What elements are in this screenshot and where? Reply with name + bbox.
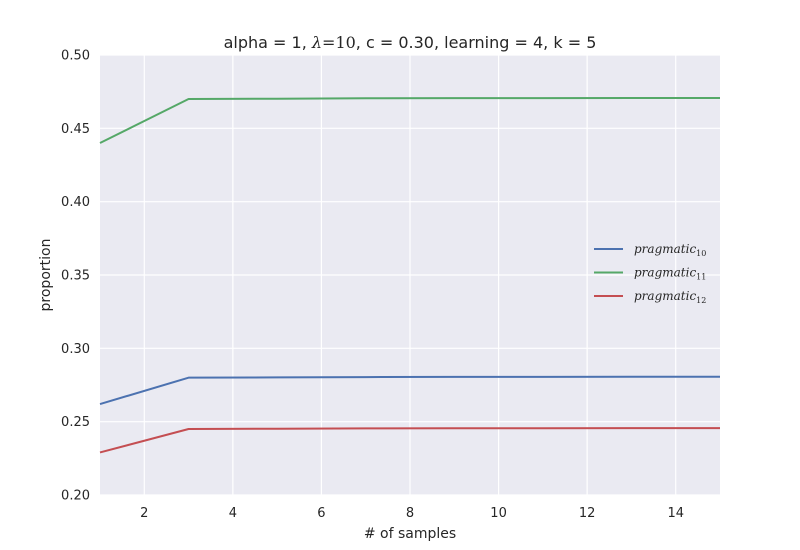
legend-entry: pragmatic11 [634, 266, 706, 282]
legend-entry-name: pragmatic [634, 242, 696, 256]
y-tick-label: 0.50 [61, 49, 90, 64]
chart-title-lambda-value: =10 [322, 33, 356, 52]
x-tick-label: 6 [317, 506, 325, 521]
y-tick-label: 0.25 [61, 415, 90, 430]
series-line-pragmatic-10 [99, 375, 720, 406]
legend-entry: pragmatic12 [634, 289, 706, 305]
series-lines [99, 96, 720, 454]
x-tick-label: 14 [667, 506, 684, 521]
legend-entry-name: pragmatic [634, 289, 696, 303]
chart-title-prefix: alpha = 1, [224, 33, 312, 52]
x-tick-label: 2 [140, 506, 148, 521]
y-tick-label: 0.45 [61, 122, 90, 137]
legend-entry-name: pragmatic [634, 266, 696, 280]
x-tick-label: 8 [406, 506, 414, 521]
legend-entry: pragmatic10 [634, 242, 706, 258]
y-tick-label: 0.20 [61, 489, 90, 504]
chart-title-suffix: , c = 0.30, learning = 4, k = 5 [356, 33, 597, 52]
x-tick-labels: 2 4 6 8 10 12 14 [140, 506, 684, 521]
x-axis-label: # of samples [364, 526, 456, 542]
x-tick-label: 12 [579, 506, 596, 521]
series-line-pragmatic-11 [99, 96, 720, 144]
y-tick-label: 0.40 [61, 195, 90, 210]
grid-lines [100, 54, 720, 496]
legend-entry-subscript: 10 [696, 249, 706, 258]
x-tick-label: 10 [490, 506, 507, 521]
series-line-pragmatic-12 [99, 427, 720, 454]
x-tick-label: 4 [229, 506, 237, 521]
y-axis-label: proportion [38, 239, 54, 312]
legend-entry-subscript: 11 [696, 273, 706, 282]
chart-title: alpha = 1, λ=10, c = 0.30, learning = 4,… [224, 33, 597, 52]
chart-title-lambda: λ [311, 33, 322, 52]
legend-entry-subscript: 12 [696, 296, 706, 305]
y-tick-label: 0.30 [61, 342, 90, 357]
y-tick-labels: 0.20 0.25 0.30 0.35 0.40 0.45 0.50 [61, 49, 90, 504]
y-tick-label: 0.35 [61, 269, 90, 284]
